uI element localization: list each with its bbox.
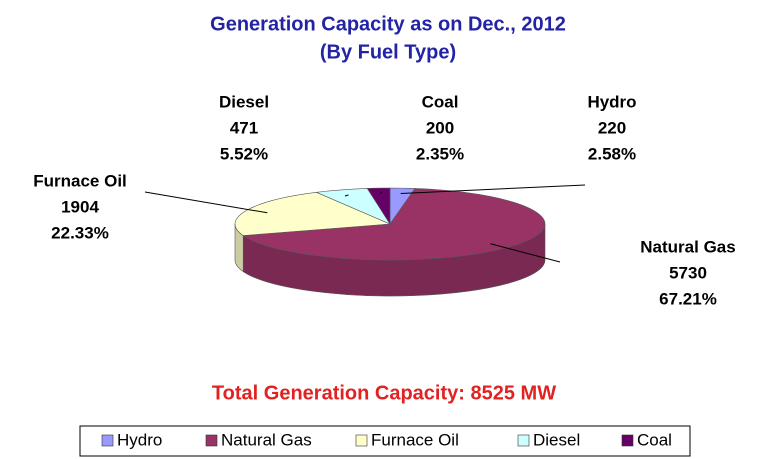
slice-value: 200 [426,118,454,137]
total-annotation: Total Generation Capacity: 8525 MW [212,382,556,404]
leader-line [344,194,349,197]
slice [242,188,546,261]
slice-value: 471 [230,118,258,137]
chart-title: Generation Capacity as on Dec., 2012 [210,13,566,35]
slice-category: Furnace Oil [33,171,127,190]
leader-line [379,191,383,194]
slice-category: Hydro [587,92,636,111]
legend-label: Hydro [117,430,162,449]
legend-swatch [355,434,368,447]
slice-percent: 22.33% [51,223,109,242]
legend-swatch [621,434,634,447]
slice [234,192,391,236]
slice-value: 220 [598,118,626,137]
leader-line [400,184,586,194]
slice-value: 5730 [669,263,707,282]
legend-box [79,425,691,457]
slice-value: 1904 [61,197,99,216]
slice-percent: 2.58% [588,144,636,163]
slice-category: Diesel [219,92,269,111]
legend-label: Natural Gas [221,430,312,449]
slice-category: Coal [422,92,459,111]
slice [366,187,391,226]
legend-swatch [517,434,530,447]
leader-line [490,243,561,263]
slice-percent: 5.52% [220,144,268,163]
legend-label: Furnace Oil [371,430,459,449]
legend-swatch [101,434,114,447]
legend-label: Coal [637,430,672,449]
slice-percent: 67.21% [659,289,717,308]
legend-swatch [205,434,218,447]
slice-category: Natural Gas [640,237,735,256]
slice-percent: 2.35% [416,144,464,163]
leader-line [144,191,268,214]
chart-subtitle: (By Fuel Type) [320,41,456,63]
legend-label: Diesel [533,430,580,449]
